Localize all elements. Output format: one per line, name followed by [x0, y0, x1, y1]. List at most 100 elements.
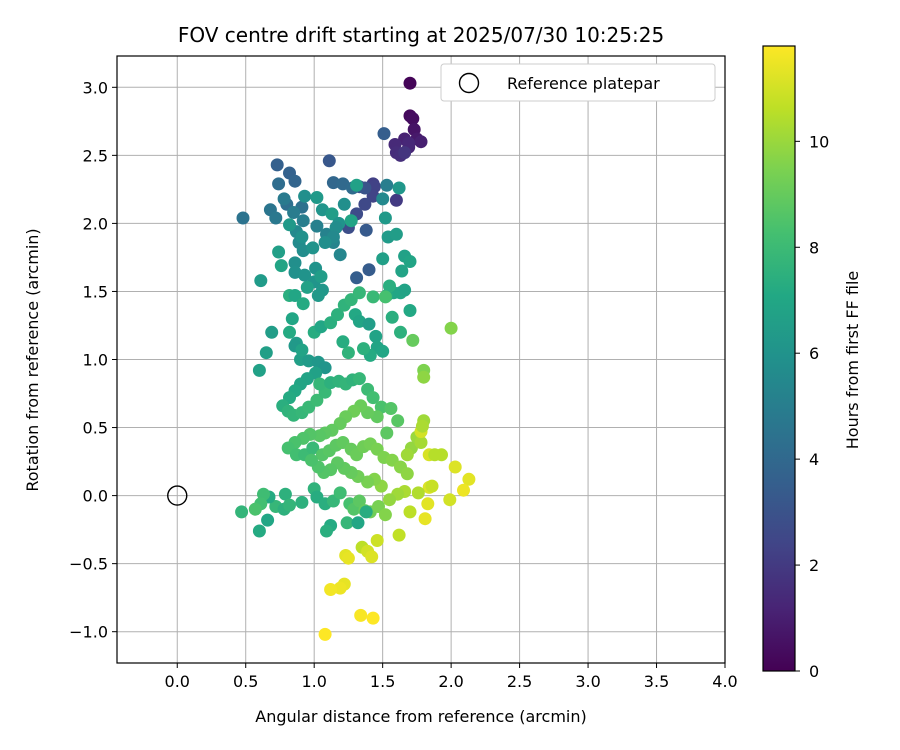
data-point — [366, 290, 380, 304]
data-point — [341, 346, 355, 360]
y-tick-label: 0.0 — [83, 487, 108, 506]
y-tick-label: 2.0 — [83, 214, 108, 233]
data-point — [252, 363, 266, 377]
reference-platepar-marker — [167, 485, 188, 506]
data-point — [415, 419, 429, 433]
data-point — [365, 550, 379, 564]
data-point — [314, 270, 328, 283]
y-tick-label: −1.0 — [69, 623, 108, 642]
data-point — [261, 513, 275, 527]
data-point — [385, 310, 399, 324]
data-point — [448, 460, 462, 474]
data-point — [341, 551, 355, 565]
data-point — [272, 177, 286, 191]
x-axis-ticks: 0.0 0.5 1.0 1.5 2.0 2.5 3.0 3.5 4.0 — [165, 663, 738, 691]
data-point — [288, 256, 302, 270]
data-point — [298, 268, 312, 282]
data-point — [318, 627, 332, 641]
data-point — [394, 325, 407, 339]
data-point — [400, 467, 414, 481]
x-tick-label: 1.5 — [370, 672, 395, 691]
data-point — [333, 486, 347, 500]
data-point — [352, 286, 366, 300]
colorbar-tick-label: 2 — [809, 556, 819, 575]
data-point — [406, 333, 420, 347]
data-point — [444, 321, 458, 335]
data-point — [392, 181, 406, 195]
data-point — [313, 377, 327, 391]
data-point — [352, 372, 366, 386]
colorbar-gradient — [762, 45, 796, 672]
data-point — [295, 230, 309, 244]
data-point — [366, 391, 380, 405]
x-tick-label: 1.0 — [301, 672, 326, 691]
data-point — [295, 343, 309, 357]
data-point — [296, 297, 310, 311]
data-point — [376, 252, 390, 266]
data-point — [395, 264, 409, 278]
legend-marker-open-circle — [458, 72, 480, 94]
data-point — [418, 512, 432, 526]
data-point — [252, 524, 266, 538]
data-point — [235, 505, 249, 519]
data-point — [318, 361, 332, 375]
colorbar-tick-label: 0 — [809, 662, 819, 681]
data-point — [283, 325, 296, 339]
x-tick-label: 0.0 — [165, 672, 190, 691]
data-point — [296, 214, 310, 228]
data-point — [366, 611, 380, 625]
data-point — [389, 193, 403, 207]
y-tick-label: 1.0 — [83, 351, 108, 370]
data-point — [283, 218, 296, 232]
data-point — [359, 505, 373, 519]
data-point — [384, 402, 398, 415]
data-point — [358, 197, 372, 211]
x-axis-label: Angular distance from reference (arcmin) — [255, 707, 586, 726]
data-point — [369, 329, 383, 343]
data-point — [322, 154, 336, 168]
y-tick-label: −0.5 — [69, 555, 108, 574]
x-tick-label: 3.0 — [575, 672, 600, 691]
data-point — [383, 279, 396, 293]
data-point — [277, 192, 291, 206]
data-point — [333, 248, 347, 262]
legend-box — [440, 63, 716, 102]
colorbar-tick-label: 6 — [809, 344, 819, 363]
data-point — [274, 259, 288, 273]
data-point — [378, 211, 392, 225]
data-point — [340, 516, 354, 530]
data-point — [403, 76, 417, 90]
x-tick-label: 0.5 — [233, 672, 258, 691]
data-point — [259, 346, 273, 360]
data-point — [380, 178, 394, 192]
y-tick-label: 3.0 — [83, 78, 108, 97]
data-point — [333, 581, 347, 595]
data-point — [326, 176, 340, 190]
data-point — [425, 479, 439, 493]
data-point — [398, 146, 412, 160]
x-tick-label: 4.0 — [712, 672, 737, 691]
data-point — [361, 475, 375, 489]
colorbar-tick-label: 8 — [809, 238, 819, 257]
data-point — [283, 498, 296, 512]
data-point — [254, 274, 268, 288]
data-point — [370, 534, 384, 547]
data-point — [272, 245, 286, 259]
y-tick-label: 1.5 — [83, 282, 108, 301]
data-point — [318, 236, 332, 249]
data-point — [383, 493, 396, 507]
colorbar-tick-label: 4 — [809, 450, 819, 469]
colorbar-label: Hours from first FF file — [843, 271, 862, 450]
data-point — [357, 342, 370, 356]
colorbar-ticks: 0 2 4 6 8 10 — [795, 132, 829, 681]
y-tick-label: 2.5 — [83, 146, 108, 165]
data-point — [236, 211, 250, 225]
data-point — [403, 304, 417, 317]
data-point — [344, 214, 358, 228]
data-point — [362, 263, 376, 277]
data-point — [265, 325, 279, 339]
data-point — [269, 211, 283, 225]
data-point — [336, 335, 350, 349]
legend: Reference platepar — [440, 63, 716, 102]
